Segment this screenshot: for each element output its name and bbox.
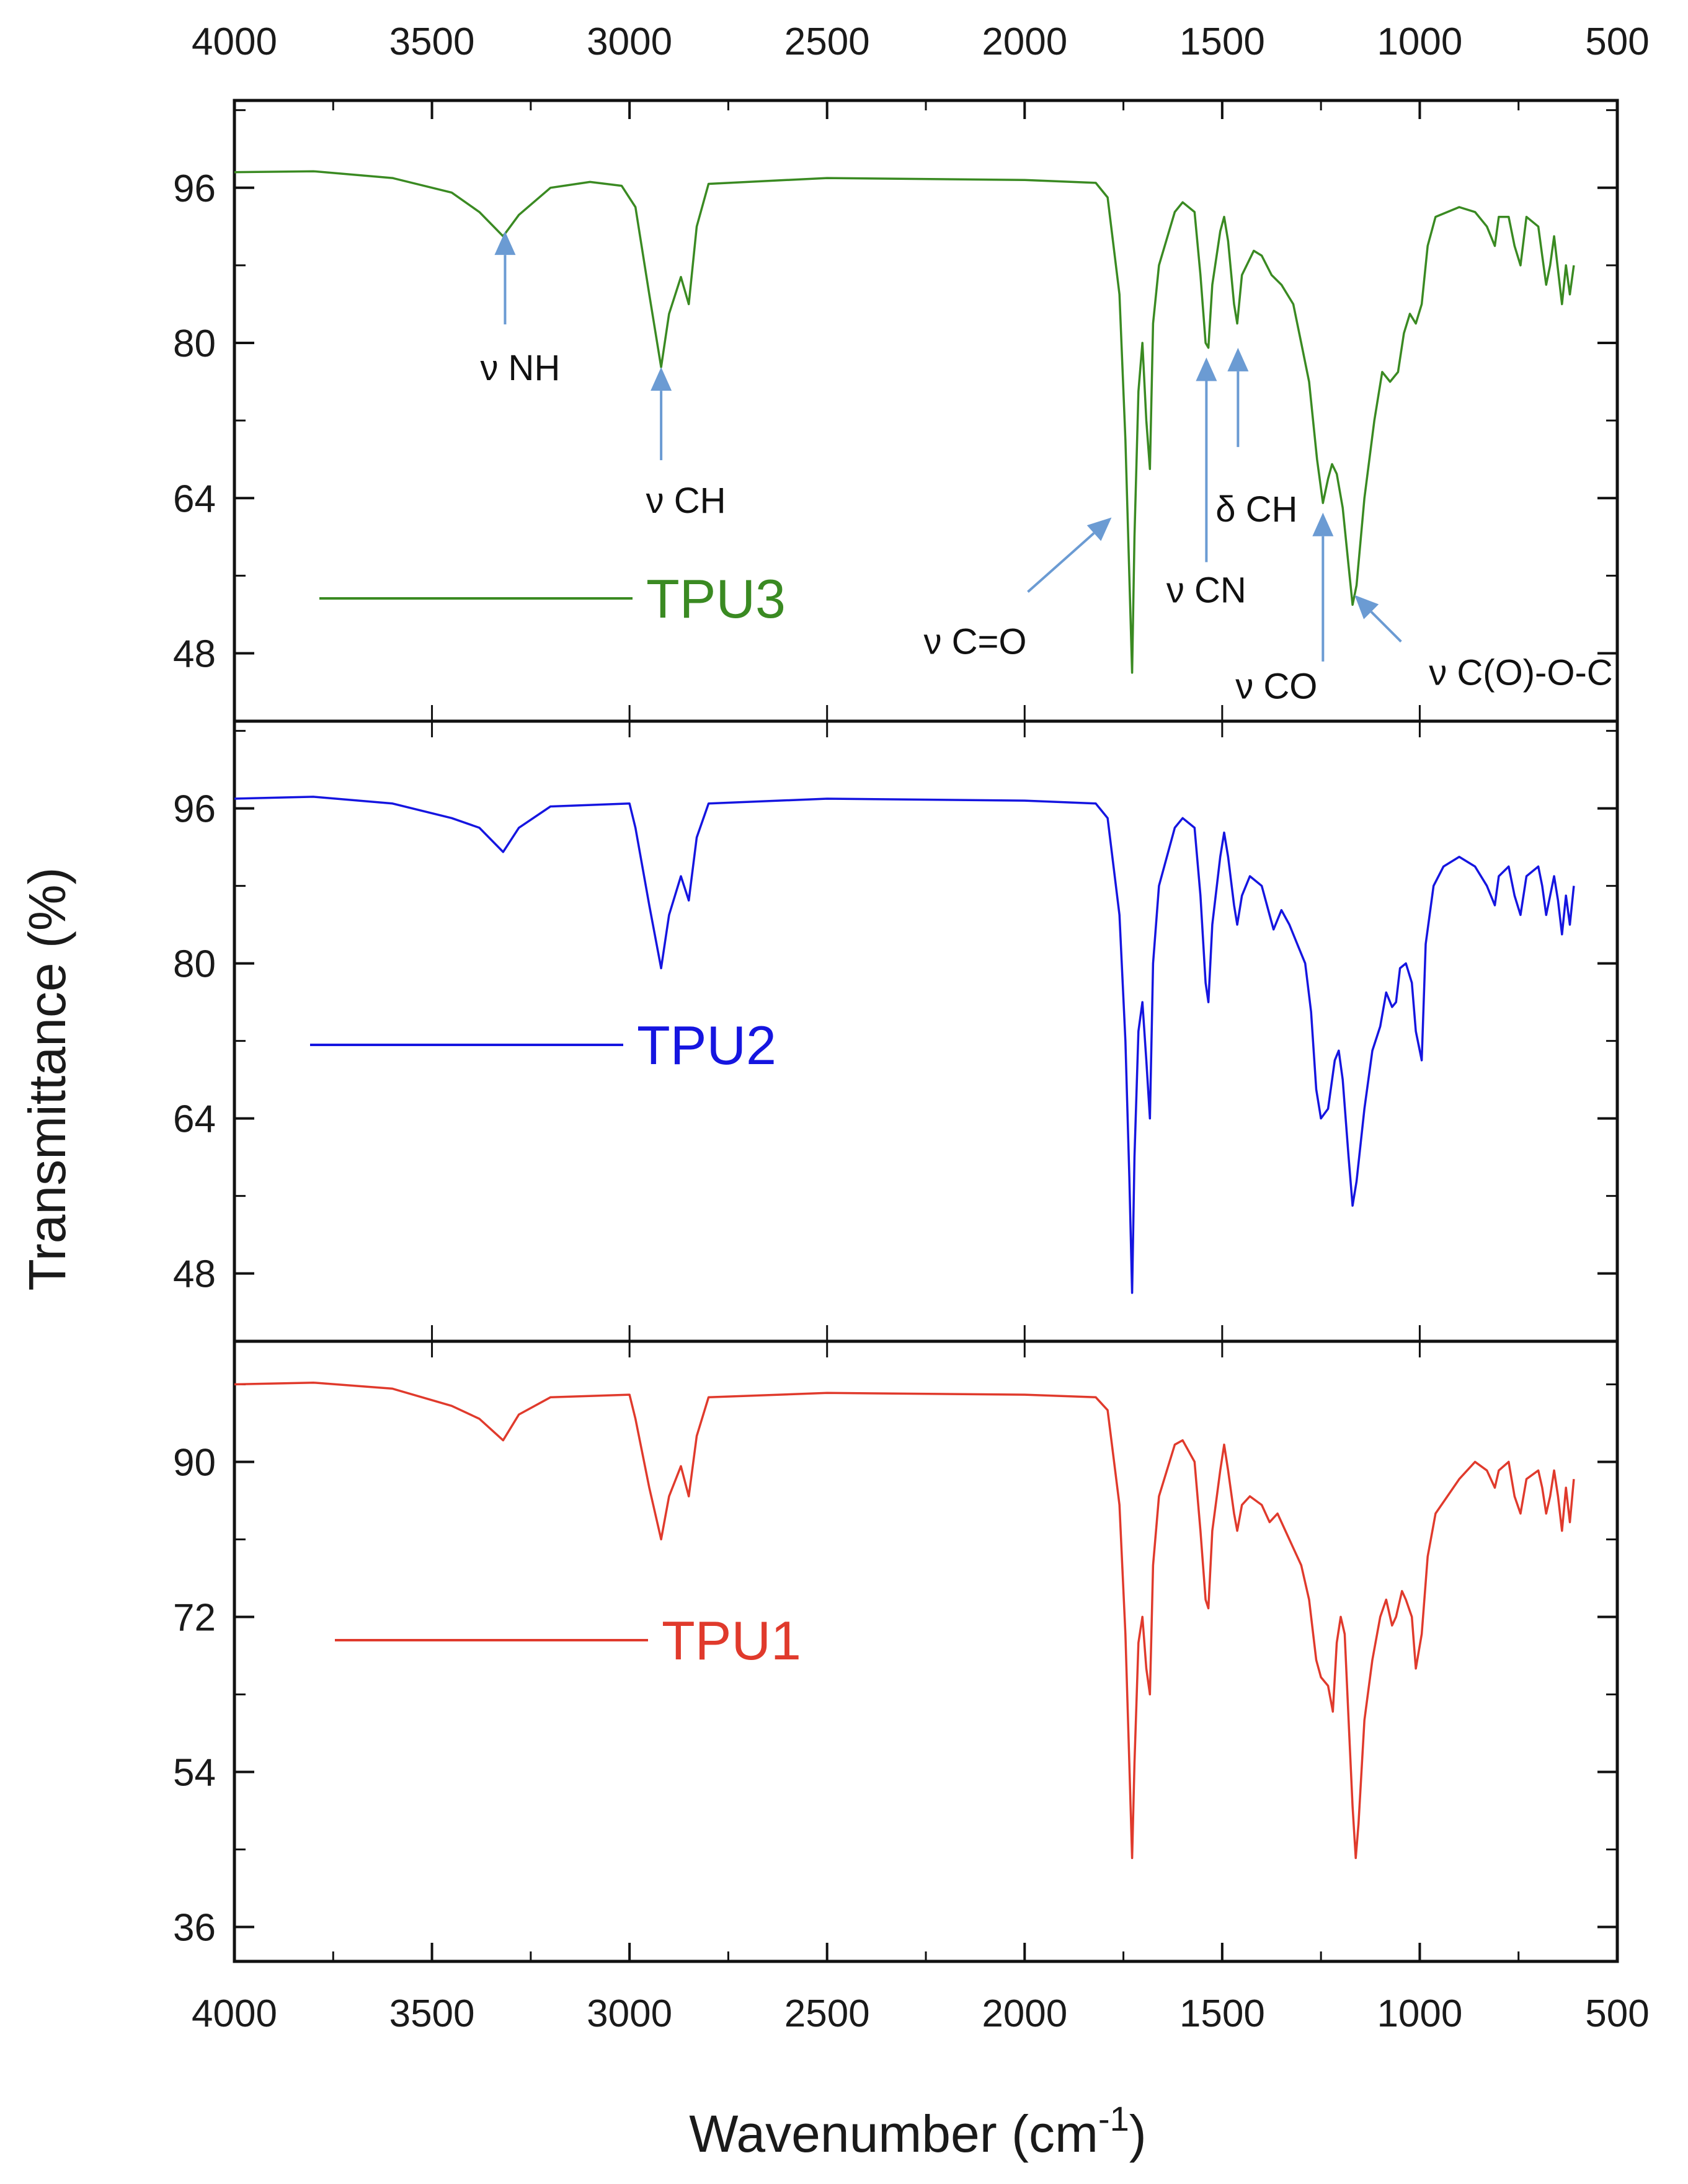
x-axis-title: Wavenumber (cm-1)	[689, 2099, 1146, 2163]
x-tick-label-top: 1000	[1377, 20, 1462, 63]
legend-label-tpu2: TPU2	[637, 1014, 776, 1076]
x-tick-label-bottom: 3000	[587, 1992, 672, 2035]
annotation-arrow-head	[1227, 347, 1249, 371]
annotation-label: δ CH	[1215, 489, 1297, 530]
y-tick-label-tpu2: 64	[173, 1098, 216, 1141]
spectrum-line-tpu2	[234, 796, 1575, 1294]
annotation-arrow-head	[1312, 512, 1334, 536]
x-tick-label-top: 2500	[784, 20, 870, 63]
x-axis-title-superscript: -1	[1098, 2099, 1129, 2138]
x-tick-label-top: 2000	[982, 20, 1067, 63]
annotation-label: ν C=O	[923, 622, 1026, 662]
y-tick-label-tpu1: 36	[173, 1906, 216, 1949]
annotation-arrow-head	[651, 367, 672, 391]
y-tick-label-tpu1: 90	[173, 1441, 216, 1484]
annotation-arrow-head	[1354, 595, 1379, 619]
series-layer	[234, 170, 1575, 1860]
y-tick-label-tpu3: 64	[173, 477, 216, 520]
x-tick-label-top: 1500	[1179, 20, 1265, 63]
tick-layer: 4000 4000 3500 3500 3000 3000 2500 2500 2000 2000…	[173, 20, 1650, 2035]
spectrum-line-tpu1	[234, 1381, 1575, 1860]
x-tick-label-bottom: 500	[1585, 1992, 1649, 2035]
annotation-layer: ν NH ν CH ν C=O ν CN δ CH ν CO ν C(O)-O-C	[480, 231, 1613, 707]
y-axis-title: Transmittance (%)	[18, 867, 76, 1290]
y-tick-label-tpu2: 48	[173, 1253, 216, 1296]
annotation-label: ν C(O)-O-C	[1429, 653, 1612, 693]
x-tick-label-bottom: 2000	[982, 1992, 1067, 2035]
annotation-label: ν NH	[480, 348, 560, 388]
y-tick-label-tpu2: 80	[173, 943, 216, 986]
x-tick-label-bottom: 1500	[1179, 1992, 1265, 2035]
legend-label-tpu1: TPU1	[662, 1610, 801, 1671]
annotation-arrow-head	[494, 231, 516, 255]
annotation-arrow-head	[1086, 517, 1112, 541]
legend-label-tpu3: TPU3	[646, 568, 786, 629]
panel-frame-tpu2	[233, 719, 1619, 1343]
x-tick-label-bottom: 3500	[389, 1992, 475, 2035]
y-tick-label-tpu3: 96	[173, 167, 216, 210]
axes-frame-layer	[233, 99, 1619, 1963]
y-tick-label-tpu2: 96	[173, 788, 216, 831]
x-axis-title-text: Wavenumber (cm	[689, 2105, 1098, 2163]
x-tick-label-top: 3500	[389, 20, 475, 63]
y-tick-label-tpu1: 54	[173, 1751, 216, 1794]
annotation-label: ν CH	[646, 481, 726, 521]
x-tick-label-top: 3000	[587, 20, 672, 63]
annotation-arrow-shaft	[1370, 611, 1402, 643]
y-tick-label-tpu3: 80	[173, 322, 216, 365]
x-tick-label-bottom: 2500	[784, 1992, 870, 2035]
x-tick-label-bottom: 4000	[192, 1992, 277, 2035]
x-tick-label-top: 500	[1585, 20, 1649, 63]
annotation-arrow-shaft	[1027, 532, 1095, 593]
spectrum-line-tpu3	[234, 170, 1575, 674]
annotation-label: ν CO	[1235, 667, 1317, 707]
annotation-arrow-head	[1196, 357, 1217, 381]
x-tick-label-bottom: 1000	[1377, 1992, 1462, 2035]
panel-frame-tpu1	[233, 1339, 1619, 1963]
y-tick-label-tpu3: 48	[173, 633, 216, 676]
y-tick-label-tpu1: 72	[173, 1596, 216, 1639]
x-tick-label-top: 4000	[192, 20, 277, 63]
annotation-label: ν CN	[1166, 570, 1246, 610]
legend-layer: TPU3 TPU2 TPU1	[310, 568, 801, 1671]
x-axis-title-close: )	[1129, 2105, 1147, 2163]
